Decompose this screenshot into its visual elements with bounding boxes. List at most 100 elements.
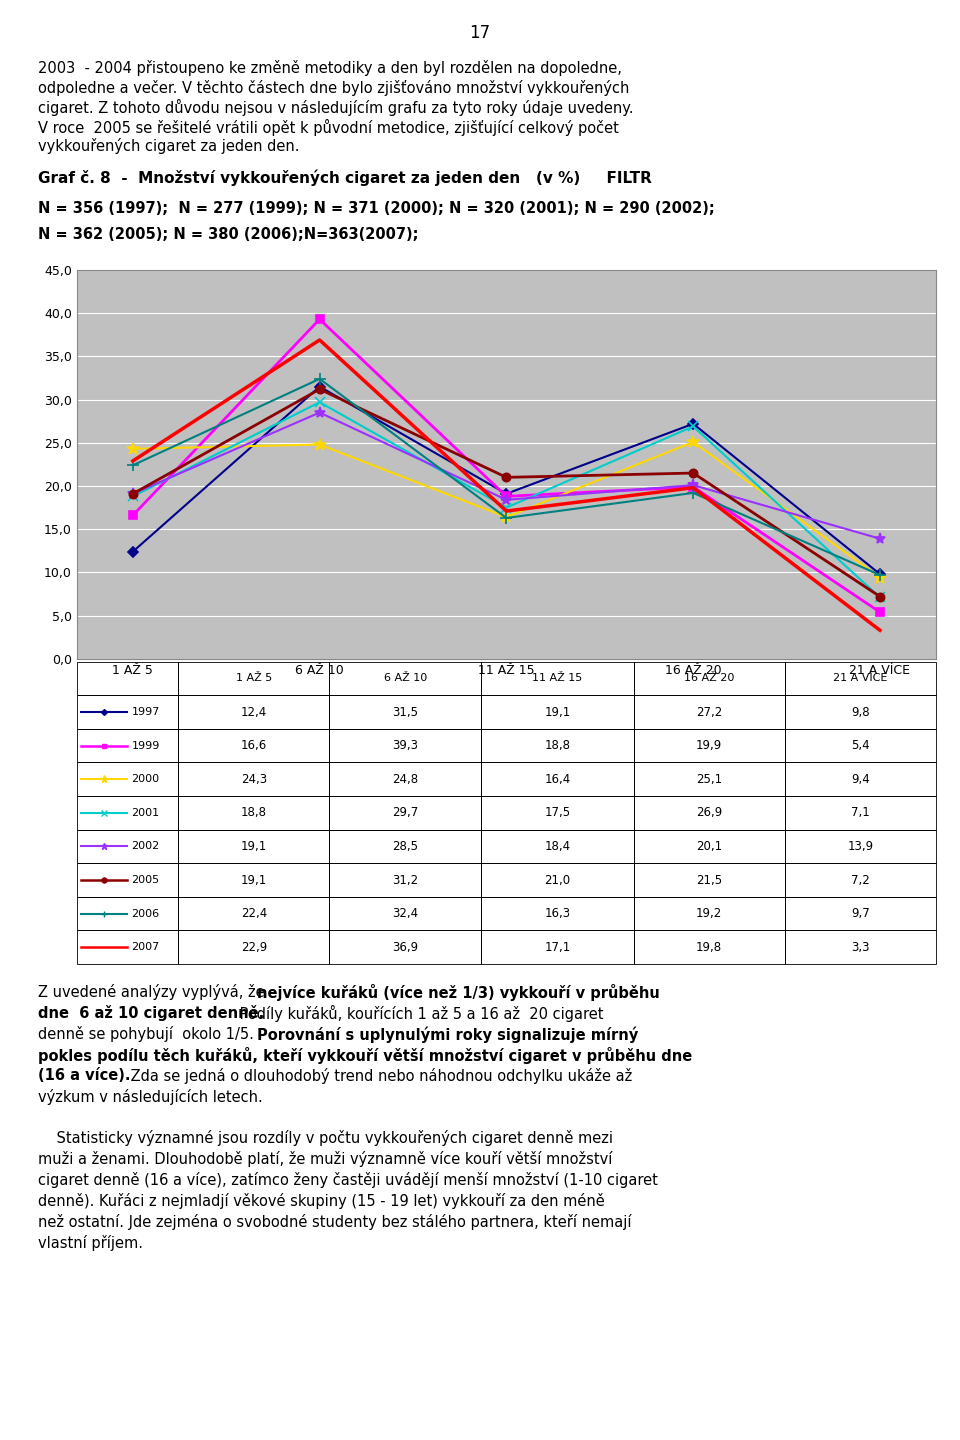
- Bar: [77, 897, 179, 930]
- Text: 19,9: 19,9: [696, 739, 722, 752]
- Bar: [634, 729, 784, 763]
- Bar: [329, 930, 482, 965]
- Text: dne  6 až 10 cigaret denně. Podíly kuřáků, kouřících 1 až 5 a 16 až  20 cigaret: dne 6 až 10 cigaret denně. Podíly kuřáků…: [38, 1005, 609, 1022]
- Bar: [179, 864, 329, 897]
- Text: cigaret denně (16 a více), zatímco ženy častěji uvádějí menší množství (1-10 cig: cigaret denně (16 a více), zatímco ženy …: [38, 1172, 659, 1188]
- Text: 19,1: 19,1: [544, 706, 570, 719]
- Text: 36,9: 36,9: [393, 940, 419, 953]
- Text: 3,3: 3,3: [852, 940, 870, 953]
- Text: Graf č. 8  -  Množství vykkouřených cigaret za jeden den   (v %)     FILTR: Graf č. 8 - Množství vykkouřených cigare…: [38, 170, 652, 186]
- 2006: [501, 510, 513, 527]
- Text: 17,1: 17,1: [544, 940, 570, 953]
- 1997: [314, 379, 325, 396]
- Bar: [482, 864, 634, 897]
- 2007: [127, 452, 138, 469]
- Text: 18,8: 18,8: [544, 739, 570, 752]
- Bar: [634, 930, 784, 965]
- Text: 2000: 2000: [132, 775, 159, 785]
- Bar: [634, 696, 784, 729]
- 2001: [314, 393, 325, 410]
- Line: 2000: 2000: [127, 436, 886, 583]
- 1997: [501, 485, 513, 503]
- Text: cigaret denně (16 a více), zatímco ženy častěji uvádějí menší množství (1-10 cig: cigaret denně (16 a více), zatímco ženy …: [38, 1172, 659, 1188]
- 2002: [127, 485, 138, 503]
- Bar: [329, 696, 482, 729]
- 2000: [687, 433, 699, 451]
- Text: Z uvedené analýzy vyplývá, že: Z uvedené analýzy vyplývá, že: [38, 985, 270, 1001]
- Text: 6 AŽ 10: 6 AŽ 10: [384, 674, 427, 684]
- Bar: [179, 930, 329, 965]
- Text: výzkum v následujících letech.: výzkum v následujících letech.: [38, 1089, 263, 1104]
- Bar: [329, 897, 482, 930]
- 2006: [687, 484, 699, 501]
- Text: Statisticky významné jsou rozdíly v počtu vykkouřených cigaret denně mezi: Statisticky významné jsou rozdíly v počt…: [38, 1130, 613, 1146]
- Line: 2007: 2007: [132, 340, 880, 631]
- Text: vlastní příjem.: vlastní příjem.: [38, 1236, 143, 1251]
- Text: 24,3: 24,3: [241, 773, 267, 786]
- Text: 25,1: 25,1: [696, 773, 722, 786]
- Line: 2005: 2005: [129, 384, 884, 600]
- Text: 24,8: 24,8: [393, 773, 419, 786]
- Bar: [482, 897, 634, 930]
- Text: 31,5: 31,5: [393, 706, 419, 719]
- Text: 21,5: 21,5: [696, 874, 722, 887]
- Text: dne  6 až 10 cigaret denně.: dne 6 až 10 cigaret denně.: [38, 1005, 265, 1021]
- Text: 11 AŽ 15: 11 AŽ 15: [533, 674, 583, 684]
- Bar: [634, 763, 784, 796]
- 2007: [875, 622, 886, 639]
- Text: vlastní příjem.: vlastní příjem.: [38, 1236, 143, 1251]
- 2005: [501, 469, 513, 487]
- Bar: [482, 696, 634, 729]
- Line: 2002: 2002: [128, 408, 885, 544]
- 2001: [127, 488, 138, 505]
- Bar: [784, 696, 936, 729]
- Bar: [329, 796, 482, 829]
- Text: 19,8: 19,8: [696, 940, 722, 953]
- 2000: [875, 569, 886, 586]
- Bar: [77, 763, 179, 796]
- Bar: [482, 796, 634, 829]
- Text: (16 a více). Zda se jedná o dlouhodobý trend nebo náhodnou odchylku ukáže až: (16 a více). Zda se jedná o dlouhodobý t…: [38, 1068, 627, 1084]
- Text: 26,9: 26,9: [696, 806, 722, 819]
- Text: cigaret. Z tohoto důvodu nejsou v následujícím grafu za tyto roky údaje uvedeny.: cigaret. Z tohoto důvodu nejsou v násled…: [38, 99, 634, 117]
- Text: 19,1: 19,1: [241, 840, 267, 852]
- 2007: [501, 503, 513, 520]
- 2005: [314, 380, 325, 397]
- Bar: [77, 829, 179, 864]
- Text: nejvíce kuřáků (více než 1/3) vykkouří v průběhu: nejvíce kuřáků (více než 1/3) vykkouří v…: [257, 985, 660, 1001]
- Text: než ostatní. Jde zejména o svobodné studenty bez stálého partnera, kteří nemají: než ostatní. Jde zejména o svobodné stud…: [38, 1214, 632, 1230]
- 2000: [127, 441, 138, 458]
- 1999: [127, 507, 138, 524]
- Bar: [784, 897, 936, 930]
- Bar: [482, 930, 634, 965]
- Text: Zda se jedná o dlouhodobý trend nebo náhodnou odchylku ukáže až: Zda se jedná o dlouhodobý trend nebo náh…: [126, 1068, 632, 1084]
- Text: 9,4: 9,4: [851, 773, 870, 786]
- Line: 2006: 2006: [128, 373, 885, 580]
- 2001: [501, 500, 513, 517]
- Bar: [179, 696, 329, 729]
- 1999: [314, 311, 325, 328]
- Text: 16 AŽ 20: 16 AŽ 20: [684, 674, 734, 684]
- Text: 7,2: 7,2: [851, 874, 870, 887]
- Text: 17: 17: [469, 23, 491, 42]
- Text: než ostatní. Jde zejména o svobodné studenty bez stálého partnera, kteří nemají: než ostatní. Jde zejména o svobodné stud…: [38, 1214, 632, 1230]
- Bar: [329, 763, 482, 796]
- Text: 2006: 2006: [132, 909, 159, 919]
- Text: 16,6: 16,6: [241, 739, 267, 752]
- Text: 32,4: 32,4: [393, 907, 419, 920]
- Bar: [179, 897, 329, 930]
- Text: denně). Kuřáci z nejmladjí věkové skupiny (15 - 19 let) vykkouří za den méně: denně). Kuřáci z nejmladjí věkové skupin…: [38, 1194, 605, 1210]
- Bar: [179, 829, 329, 864]
- Bar: [784, 729, 936, 763]
- 2002: [875, 530, 886, 547]
- Text: Porovnání s uplynulými roky signalizuje mírný: Porovnání s uplynulými roky signalizuje …: [257, 1027, 638, 1043]
- Bar: [634, 829, 784, 864]
- Text: 19,2: 19,2: [696, 907, 722, 920]
- Text: 18,4: 18,4: [544, 840, 570, 852]
- 2000: [501, 508, 513, 526]
- Bar: [634, 897, 784, 930]
- 2002: [501, 491, 513, 508]
- Text: denně). Kuřáci z nejmladjí věkové skupiny (15 - 19 let) vykkouří za den méně: denně). Kuřáci z nejmladjí věkové skupin…: [38, 1194, 605, 1210]
- Text: 16,3: 16,3: [544, 907, 570, 920]
- Bar: [784, 662, 936, 696]
